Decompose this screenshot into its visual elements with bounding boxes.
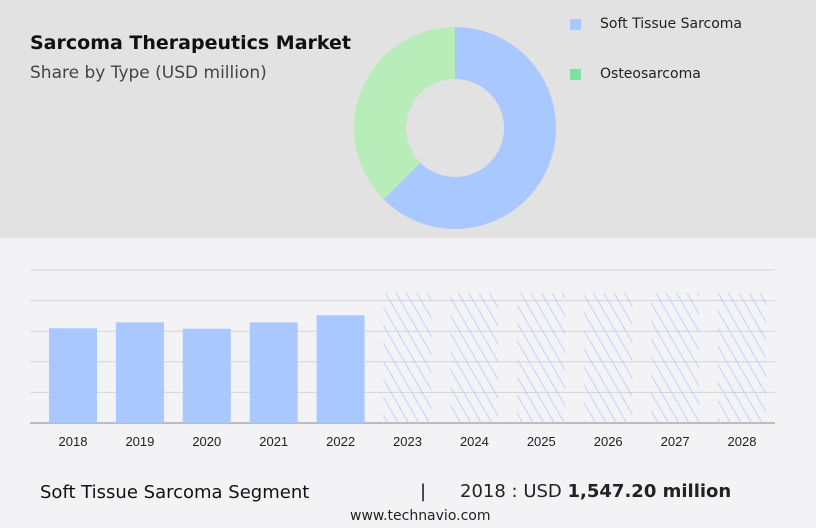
x-tick-label: 2027	[661, 434, 690, 449]
legend-label: Soft Tissue Sarcoma	[600, 16, 743, 32]
x-tick-label: 2028	[728, 434, 757, 449]
x-tick-label: 2022	[326, 434, 355, 449]
legend-item-soft-tissue: Soft Tissue Sarcoma	[570, 16, 742, 32]
bar-2022	[316, 315, 365, 423]
legend-item-osteosarcoma: Osteosarcoma	[570, 66, 701, 82]
x-tick-label: 2021	[259, 434, 288, 449]
year-label: 2018 : USD	[460, 481, 562, 502]
site-link[interactable]: www.technavio.com	[350, 508, 491, 524]
separator: |	[420, 481, 427, 502]
bar-2021	[249, 322, 298, 423]
x-tick-label: 2020	[192, 434, 221, 449]
forecast-bar-2025	[517, 293, 566, 423]
forecast-bar-2027	[651, 293, 700, 423]
chart-subtitle: Share by Type (USD million)	[30, 63, 267, 83]
segment-value: 2018 : USD 1,547.20 million	[460, 481, 731, 502]
chart-title: Sarcoma Therapeutics Market	[30, 32, 351, 54]
bar-chart: 2018 2019 2020 2021 2022 2023 2024 2025 2026 2027…	[30, 269, 775, 449]
x-tick-label: 2023	[393, 434, 422, 449]
legend-label: Osteosarcoma	[600, 66, 701, 82]
bar-2018	[49, 328, 97, 423]
legend-swatch	[570, 18, 581, 30]
x-tick-label: 2024	[460, 434, 489, 449]
value: 1,547.20 million	[567, 481, 732, 502]
donut-slice-osteosarcoma	[353, 27, 455, 200]
forecast-bar-2024	[450, 293, 499, 423]
x-tick-label: 2018	[59, 434, 88, 449]
bar-2020	[182, 328, 231, 423]
donut-slice-soft-tissue-sarcoma	[383, 27, 556, 229]
forecast-bar-2026	[584, 293, 633, 423]
bar-2019	[115, 322, 164, 423]
x-tick-label: 2025	[527, 434, 556, 449]
donut-chart	[353, 27, 556, 229]
x-tick-label: 2019	[125, 434, 154, 449]
legend-swatch	[570, 68, 581, 80]
x-tick-label: 2026	[594, 434, 623, 449]
forecast-bar-2023	[383, 293, 432, 423]
forecast-bar-2028	[718, 293, 766, 423]
segment-label: Soft Tissue Sarcoma Segment	[40, 482, 310, 503]
